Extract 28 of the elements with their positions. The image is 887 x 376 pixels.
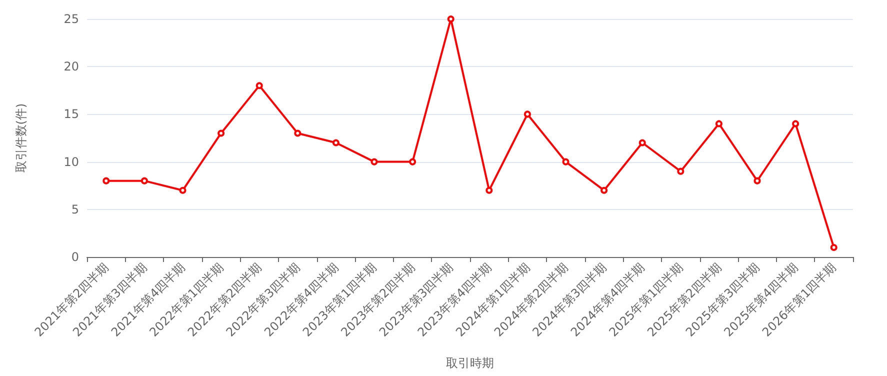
y-tick-label: 0 (71, 250, 79, 264)
point (294, 130, 302, 137)
point (332, 139, 340, 146)
y-tick-label: 15 (64, 107, 79, 122)
point (600, 186, 608, 194)
y-tick-label: 20 (64, 60, 79, 74)
y-tick-label: 5 (71, 202, 79, 216)
point (792, 120, 800, 128)
point (486, 186, 493, 194)
point (102, 177, 110, 184)
x-axis-title: 取引時期 (446, 356, 494, 370)
y-axis-title: 取引件数(件) (14, 103, 28, 173)
point (830, 244, 838, 251)
y-tick-label: 10 (64, 154, 79, 169)
point (638, 139, 646, 146)
y-tick-label: 25 (64, 12, 79, 26)
point (218, 130, 225, 137)
point (140, 177, 148, 184)
point (754, 177, 761, 184)
point (256, 82, 263, 90)
point (370, 158, 378, 166)
point (562, 158, 570, 166)
point (677, 168, 684, 175)
point (179, 186, 186, 194)
point (447, 16, 454, 22)
point (715, 120, 722, 128)
point (524, 110, 531, 118)
point (409, 158, 416, 166)
